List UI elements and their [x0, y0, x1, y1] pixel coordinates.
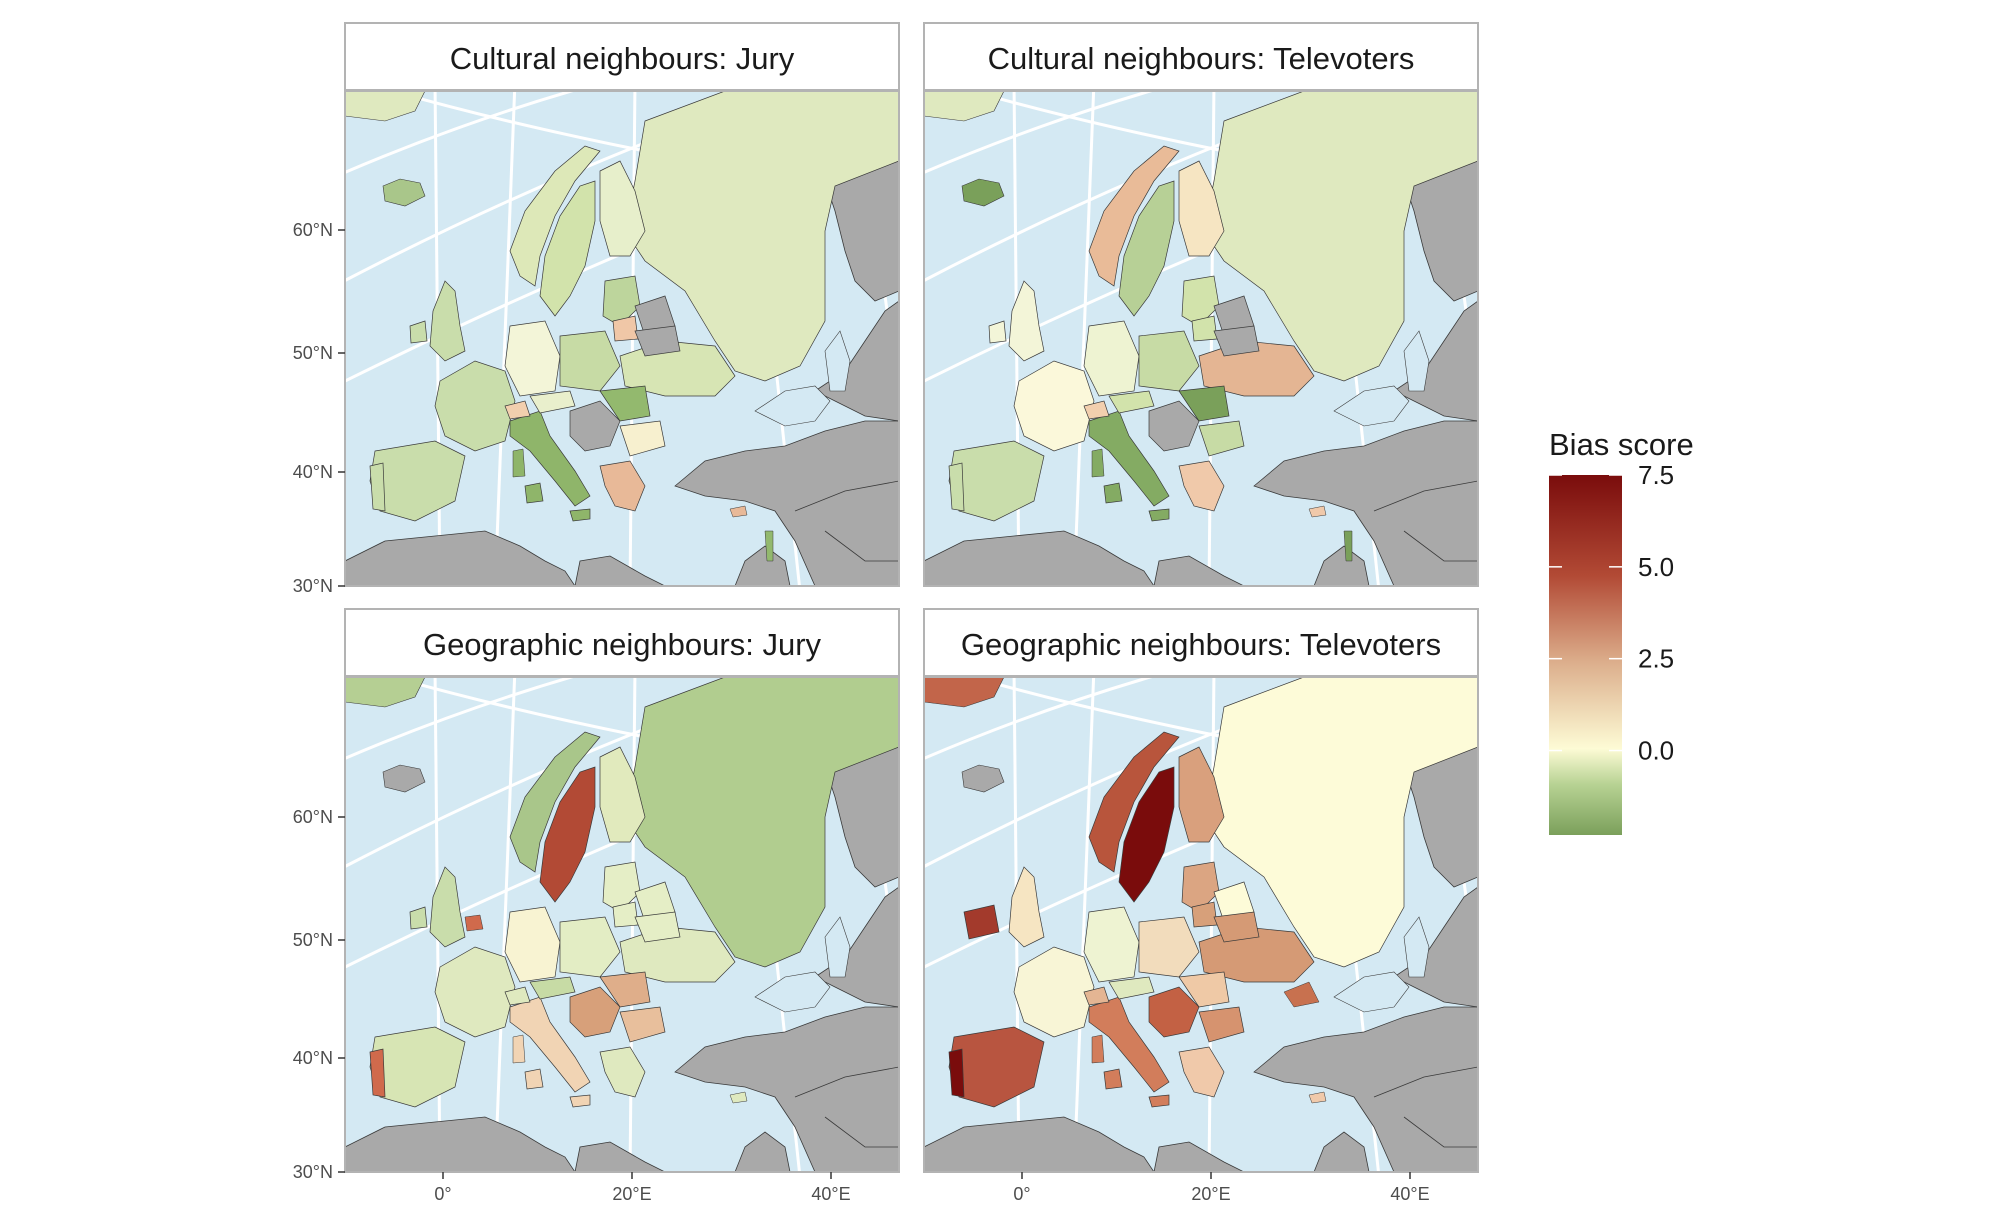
legend-tick-label: 7.5 [1638, 460, 1674, 490]
legend-colorbar [1549, 475, 1622, 835]
lon-tick-label: 40°E [811, 1184, 850, 1204]
lat-tick-label: 30°N [293, 576, 333, 596]
facet-cultural-jury: Cultural neighbours: Jury [344, 22, 900, 587]
lon-tick-label: 0° [1013, 1184, 1030, 1204]
facet-cultural-televoters: Cultural neighbours: Televoters [923, 22, 1479, 587]
lat-tick-label: 40°N [293, 1048, 333, 1068]
facet-geographic-televoters: Geographic neighbours: Televoters [923, 608, 1479, 1173]
facet-title: Geographic neighbours: Televoters [961, 627, 1441, 662]
legend-tick-label: 2.5 [1638, 644, 1674, 674]
map-cultural-jury [345, 91, 899, 586]
facet-title: Cultural neighbours: Jury [450, 41, 795, 76]
facet-geographic-jury: Geographic neighbours: Jury [344, 608, 900, 1173]
facet-strip [344, 22, 900, 91]
map-geographic-jury [345, 677, 899, 1172]
lon-tick-label: 40°E [1390, 1184, 1429, 1204]
map-geographic-televoters [924, 677, 1478, 1172]
facet-title: Geographic neighbours: Jury [423, 627, 822, 662]
lat-tick-label: 60°N [293, 220, 333, 240]
lat-tick-label: 50°N [293, 343, 333, 363]
lon-tick-label: 0° [434, 1184, 451, 1204]
lat-tick-label: 40°N [293, 462, 333, 482]
legend-tick-label: 0.0 [1638, 736, 1674, 766]
axes: 30°N 40°N 50°N 60°N 30°N 40°N 50°N 60°N 0° 20°E 40… [293, 220, 1430, 1204]
map-cultural-televoters [924, 91, 1478, 586]
facet-strip [923, 22, 1479, 91]
lat-tick-label: 60°N [293, 807, 333, 827]
lat-tick-label: 50°N [293, 930, 333, 950]
color-legend: Bias score 7.5 5.0 2.5 0.0 [1549, 427, 1694, 835]
lat-tick-label: 30°N [293, 1162, 333, 1182]
legend-tick-label: 5.0 [1638, 552, 1674, 582]
lon-tick-label: 20°E [612, 1184, 651, 1204]
lon-tick-label: 20°E [1191, 1184, 1230, 1204]
facet-title: Cultural neighbours: Televoters [988, 41, 1415, 76]
legend-title: Bias score [1549, 427, 1694, 462]
